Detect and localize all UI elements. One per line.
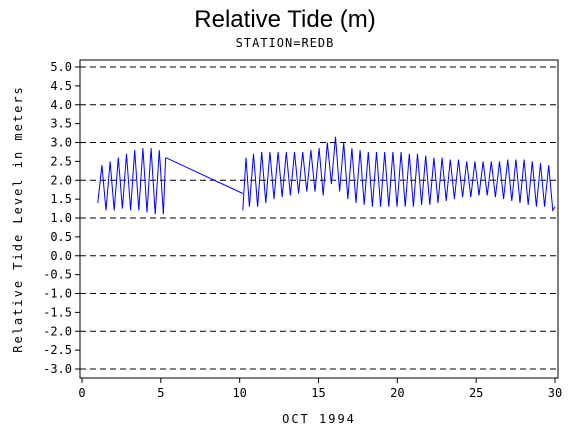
gridlines (80, 66, 558, 370)
y-tick-label: 2.5 (50, 154, 72, 168)
y-tick-label: 3.0 (50, 136, 72, 150)
x-axis: 0 5 10 15 20 25 30 (78, 378, 562, 400)
x-tick-label: 30 (548, 386, 562, 400)
y-tick-label: -1.0 (43, 287, 72, 301)
y-tick-label: 3.5 (50, 117, 72, 131)
y-tick-label: 0.0 (50, 249, 72, 263)
y-tick-label: 2.0 (50, 173, 72, 187)
x-tick-label: 20 (390, 386, 404, 400)
y-tick-label: -2.0 (43, 324, 72, 338)
x-axis-title: OCT 1994 (282, 412, 356, 426)
x-tick-label: 5 (157, 386, 164, 400)
y-tick-label: -0.5 (43, 268, 72, 282)
tide-line (165, 157, 244, 194)
y-tick-label: 0.5 (50, 230, 72, 244)
y-tick-label: 4.0 (50, 98, 72, 112)
y-tick-label: 1.5 (50, 192, 72, 206)
x-tick-label: 10 (232, 386, 246, 400)
y-axis-title: Relative Tide Level in meters (11, 85, 25, 353)
chart-subtitle: STATION=REDB (235, 36, 335, 50)
tide-series (97, 136, 556, 215)
tide-line (242, 136, 556, 212)
x-tick-label: 25 (469, 386, 483, 400)
y-tick-label: -1.5 (43, 305, 72, 319)
tide-line (97, 148, 167, 215)
x-tick-label: 15 (311, 386, 325, 400)
y-tick-label: -3.0 (43, 362, 72, 376)
y-tick-label: 5.0 (50, 60, 72, 74)
y-axis: 5.0 4.5 4.0 3.5 3.0 2.5 2.0 1.5 1.0 0.5 0.0 -0.5 -1.… (43, 60, 80, 376)
y-tick-label: -2.5 (43, 343, 72, 357)
chart-title: Relative Tide (m) (194, 6, 376, 33)
plot-frame (79, 59, 559, 379)
y-tick-label: 1.0 (50, 211, 72, 225)
y-tick-label: 4.5 (50, 79, 72, 93)
x-tick-label: 0 (78, 386, 85, 400)
